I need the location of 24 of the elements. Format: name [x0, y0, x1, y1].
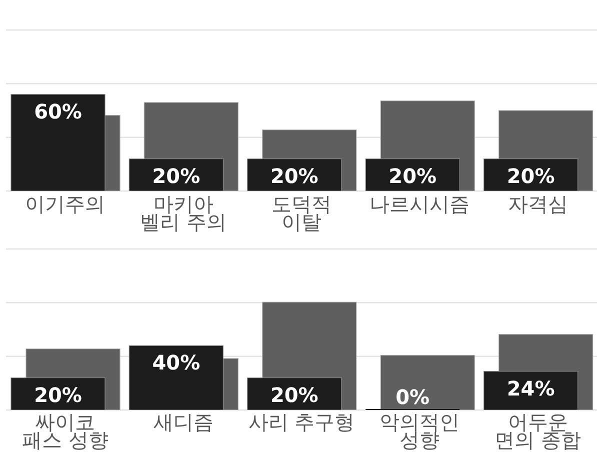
x-tick-label: 도덕적 이탈 [272, 192, 332, 234]
data-label: 60% [34, 99, 82, 124]
bar [380, 354, 475, 410]
x-tick-label: 악의적인 성향 [380, 410, 460, 452]
data-label: 20% [152, 164, 200, 188]
data-label: 20% [270, 382, 318, 407]
x-tick-label: 사리 추구형 [248, 410, 355, 434]
x-tick-label: 어두운 면의 종합 [494, 410, 582, 452]
data-label: 0% [396, 385, 430, 409]
x-tick-label: 자격심 [508, 192, 568, 216]
x-tick-label: 이기주의 [25, 192, 106, 216]
data-label: 40% [152, 350, 200, 375]
data-label: 20% [34, 382, 82, 407]
x-tick-label: 싸이코 패스 성향 [22, 410, 108, 452]
x-tick-label: 나르시시즘 [370, 192, 470, 216]
data-label: 20% [388, 164, 437, 188]
x-tick-label: 마키아 벨리 주의 [140, 192, 226, 234]
data-label: 20% [506, 164, 555, 188]
bar [10, 94, 106, 191]
x-tick-label: 새디즘 [153, 410, 214, 434]
bar [128, 345, 224, 410]
data-label: 24% [506, 376, 555, 400]
bar [484, 371, 578, 410]
data-label: 20% [270, 164, 318, 188]
